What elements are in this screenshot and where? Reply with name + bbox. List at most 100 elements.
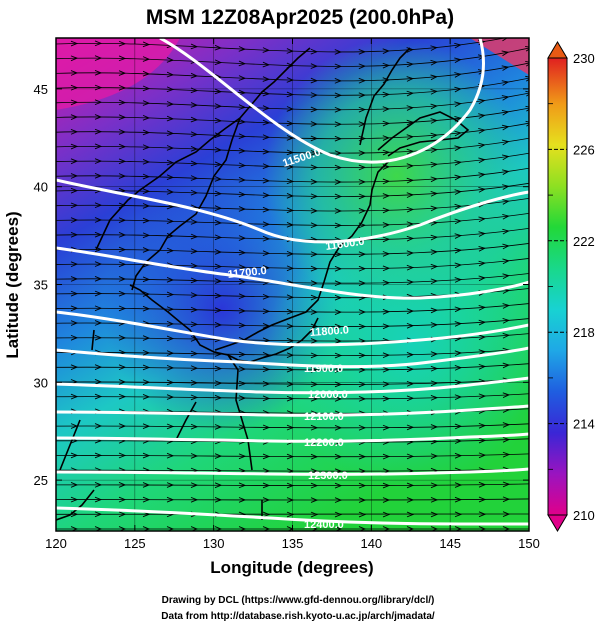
streamline-arrow	[70, 305, 79, 312]
streamline	[56, 243, 529, 255]
streamline-arrow	[358, 367, 367, 373]
streamline-arrow	[214, 44, 223, 51]
streamline-arrow	[430, 176, 439, 183]
streamline-arrow	[118, 217, 127, 223]
streamline-arrow	[142, 452, 151, 459]
streamline-arrow	[406, 381, 415, 387]
streamline-arrow	[94, 393, 103, 400]
streamline-arrow	[94, 496, 103, 503]
streamline-arrow	[190, 379, 199, 386]
streamline-arrow	[166, 364, 175, 371]
streamline-arrow	[334, 352, 343, 359]
streamline-arrow	[166, 130, 175, 137]
streamline-arrow	[286, 482, 295, 489]
streamline-arrow	[478, 142, 486, 149]
streamline-arrow	[190, 306, 199, 313]
streamline-arrow	[190, 102, 199, 108]
streamline-arrow	[502, 273, 510, 280]
streamline-arrow	[142, 305, 151, 312]
streamline-arrow	[454, 438, 463, 444]
streamline-arrow	[430, 482, 439, 489]
streamline-arrow	[286, 106, 295, 112]
streamline	[56, 348, 529, 356]
streamline-arrow	[382, 511, 391, 518]
streamline-arrow	[190, 131, 199, 138]
streamline-arrow	[382, 265, 391, 272]
colorbar-label: 230	[573, 51, 595, 66]
streamline-arrow	[310, 468, 319, 474]
streamline-arrow	[286, 366, 295, 373]
streamline-arrow	[406, 395, 415, 402]
streamline-arrow	[454, 203, 462, 210]
streamline-arrow	[214, 219, 223, 226]
streamline-arrow	[502, 511, 511, 517]
streamline-arrow	[382, 395, 391, 402]
streamline-arrow	[286, 323, 295, 330]
streamline-arrow	[262, 482, 271, 489]
streamline-arrow	[334, 482, 343, 489]
streamline-arrow	[166, 277, 175, 283]
streamline-arrow	[406, 192, 415, 198]
streamline-arrow	[454, 72, 462, 78]
streamline-arrow	[142, 247, 151, 253]
streamline-arrow	[406, 453, 415, 460]
streamline	[56, 333, 529, 342]
streamline-arrow	[310, 150, 319, 156]
streamline-arrow	[454, 306, 463, 313]
streamline-arrow	[286, 77, 295, 83]
streamline-arrow	[502, 213, 510, 220]
streamline-arrow	[262, 206, 271, 213]
streamline-arrow	[454, 57, 462, 64]
streamline-arrow	[406, 206, 415, 213]
streamline-arrow	[525, 45, 529, 52]
streamline-arrow	[214, 146, 223, 153]
streamline-arrow	[286, 308, 295, 315]
streamline-arrow	[430, 249, 439, 255]
streamline-arrow	[166, 115, 175, 122]
streamline-arrow	[430, 103, 438, 110]
streamline-arrow	[382, 424, 391, 431]
contour-label-12300: 12300.0	[308, 470, 348, 482]
streamline-arrow	[262, 119, 271, 126]
streamline-arrow	[166, 379, 175, 386]
contour-label-12000: 12000.0	[308, 389, 348, 401]
streamline-arrow	[406, 61, 414, 68]
streamline-arrow	[454, 189, 462, 195]
streamline-arrow	[118, 423, 127, 429]
streamline-arrow	[142, 394, 151, 400]
streamline-arrow	[118, 143, 127, 150]
streamline-arrow	[94, 511, 103, 518]
streamline-arrow	[166, 203, 175, 210]
streamline	[56, 258, 529, 270]
streamline-arrow	[118, 334, 127, 341]
streamline-arrow	[190, 336, 199, 342]
streamline-arrow	[454, 233, 463, 239]
streamline-arrow	[238, 264, 247, 270]
streamline-arrow	[190, 321, 199, 328]
streamline-arrow	[166, 320, 175, 327]
contour-label-11600: 11600.0	[325, 236, 365, 253]
streamline-arrow	[334, 208, 343, 214]
streamline-arrow	[142, 114, 151, 121]
streamline-arrow	[70, 99, 79, 106]
streamline-arrow	[430, 365, 439, 372]
streamline-arrow	[382, 453, 391, 460]
streamline-arrow	[214, 103, 223, 109]
streamline-arrow	[214, 205, 223, 211]
streamline-arrow	[238, 177, 247, 183]
contour-11600	[56, 178, 529, 244]
streamline-arrow	[430, 118, 438, 124]
streamline-arrow	[406, 235, 415, 242]
contour-11900	[56, 346, 529, 369]
streamline-arrow	[118, 496, 127, 503]
streamline-arrow	[286, 149, 295, 156]
streamline-arrow	[166, 423, 175, 430]
streamline-arrow	[501, 95, 510, 101]
streamline-arrow	[310, 338, 319, 344]
streamline-arrow	[310, 164, 319, 171]
streamline-arrow	[262, 293, 271, 300]
streamline-arrow	[238, 395, 247, 401]
streamline-arrow	[406, 134, 415, 140]
streamline-arrow	[406, 90, 415, 97]
streamline-arrow	[478, 452, 487, 459]
